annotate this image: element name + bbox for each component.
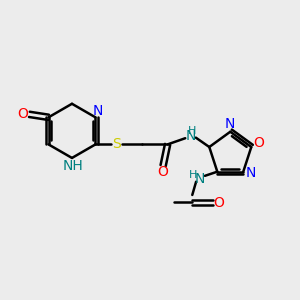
- Text: O: O: [17, 107, 28, 122]
- Text: N: N: [194, 172, 205, 186]
- Text: S: S: [112, 137, 121, 152]
- Text: O: O: [213, 196, 224, 210]
- Text: O: O: [253, 136, 264, 151]
- Text: H: H: [188, 126, 196, 136]
- Text: H: H: [188, 169, 197, 180]
- Text: O: O: [158, 165, 169, 179]
- Text: N: N: [245, 166, 256, 180]
- Text: N: N: [225, 117, 236, 131]
- Text: NH: NH: [62, 159, 83, 173]
- Text: N: N: [185, 129, 196, 143]
- Text: N: N: [92, 103, 103, 118]
